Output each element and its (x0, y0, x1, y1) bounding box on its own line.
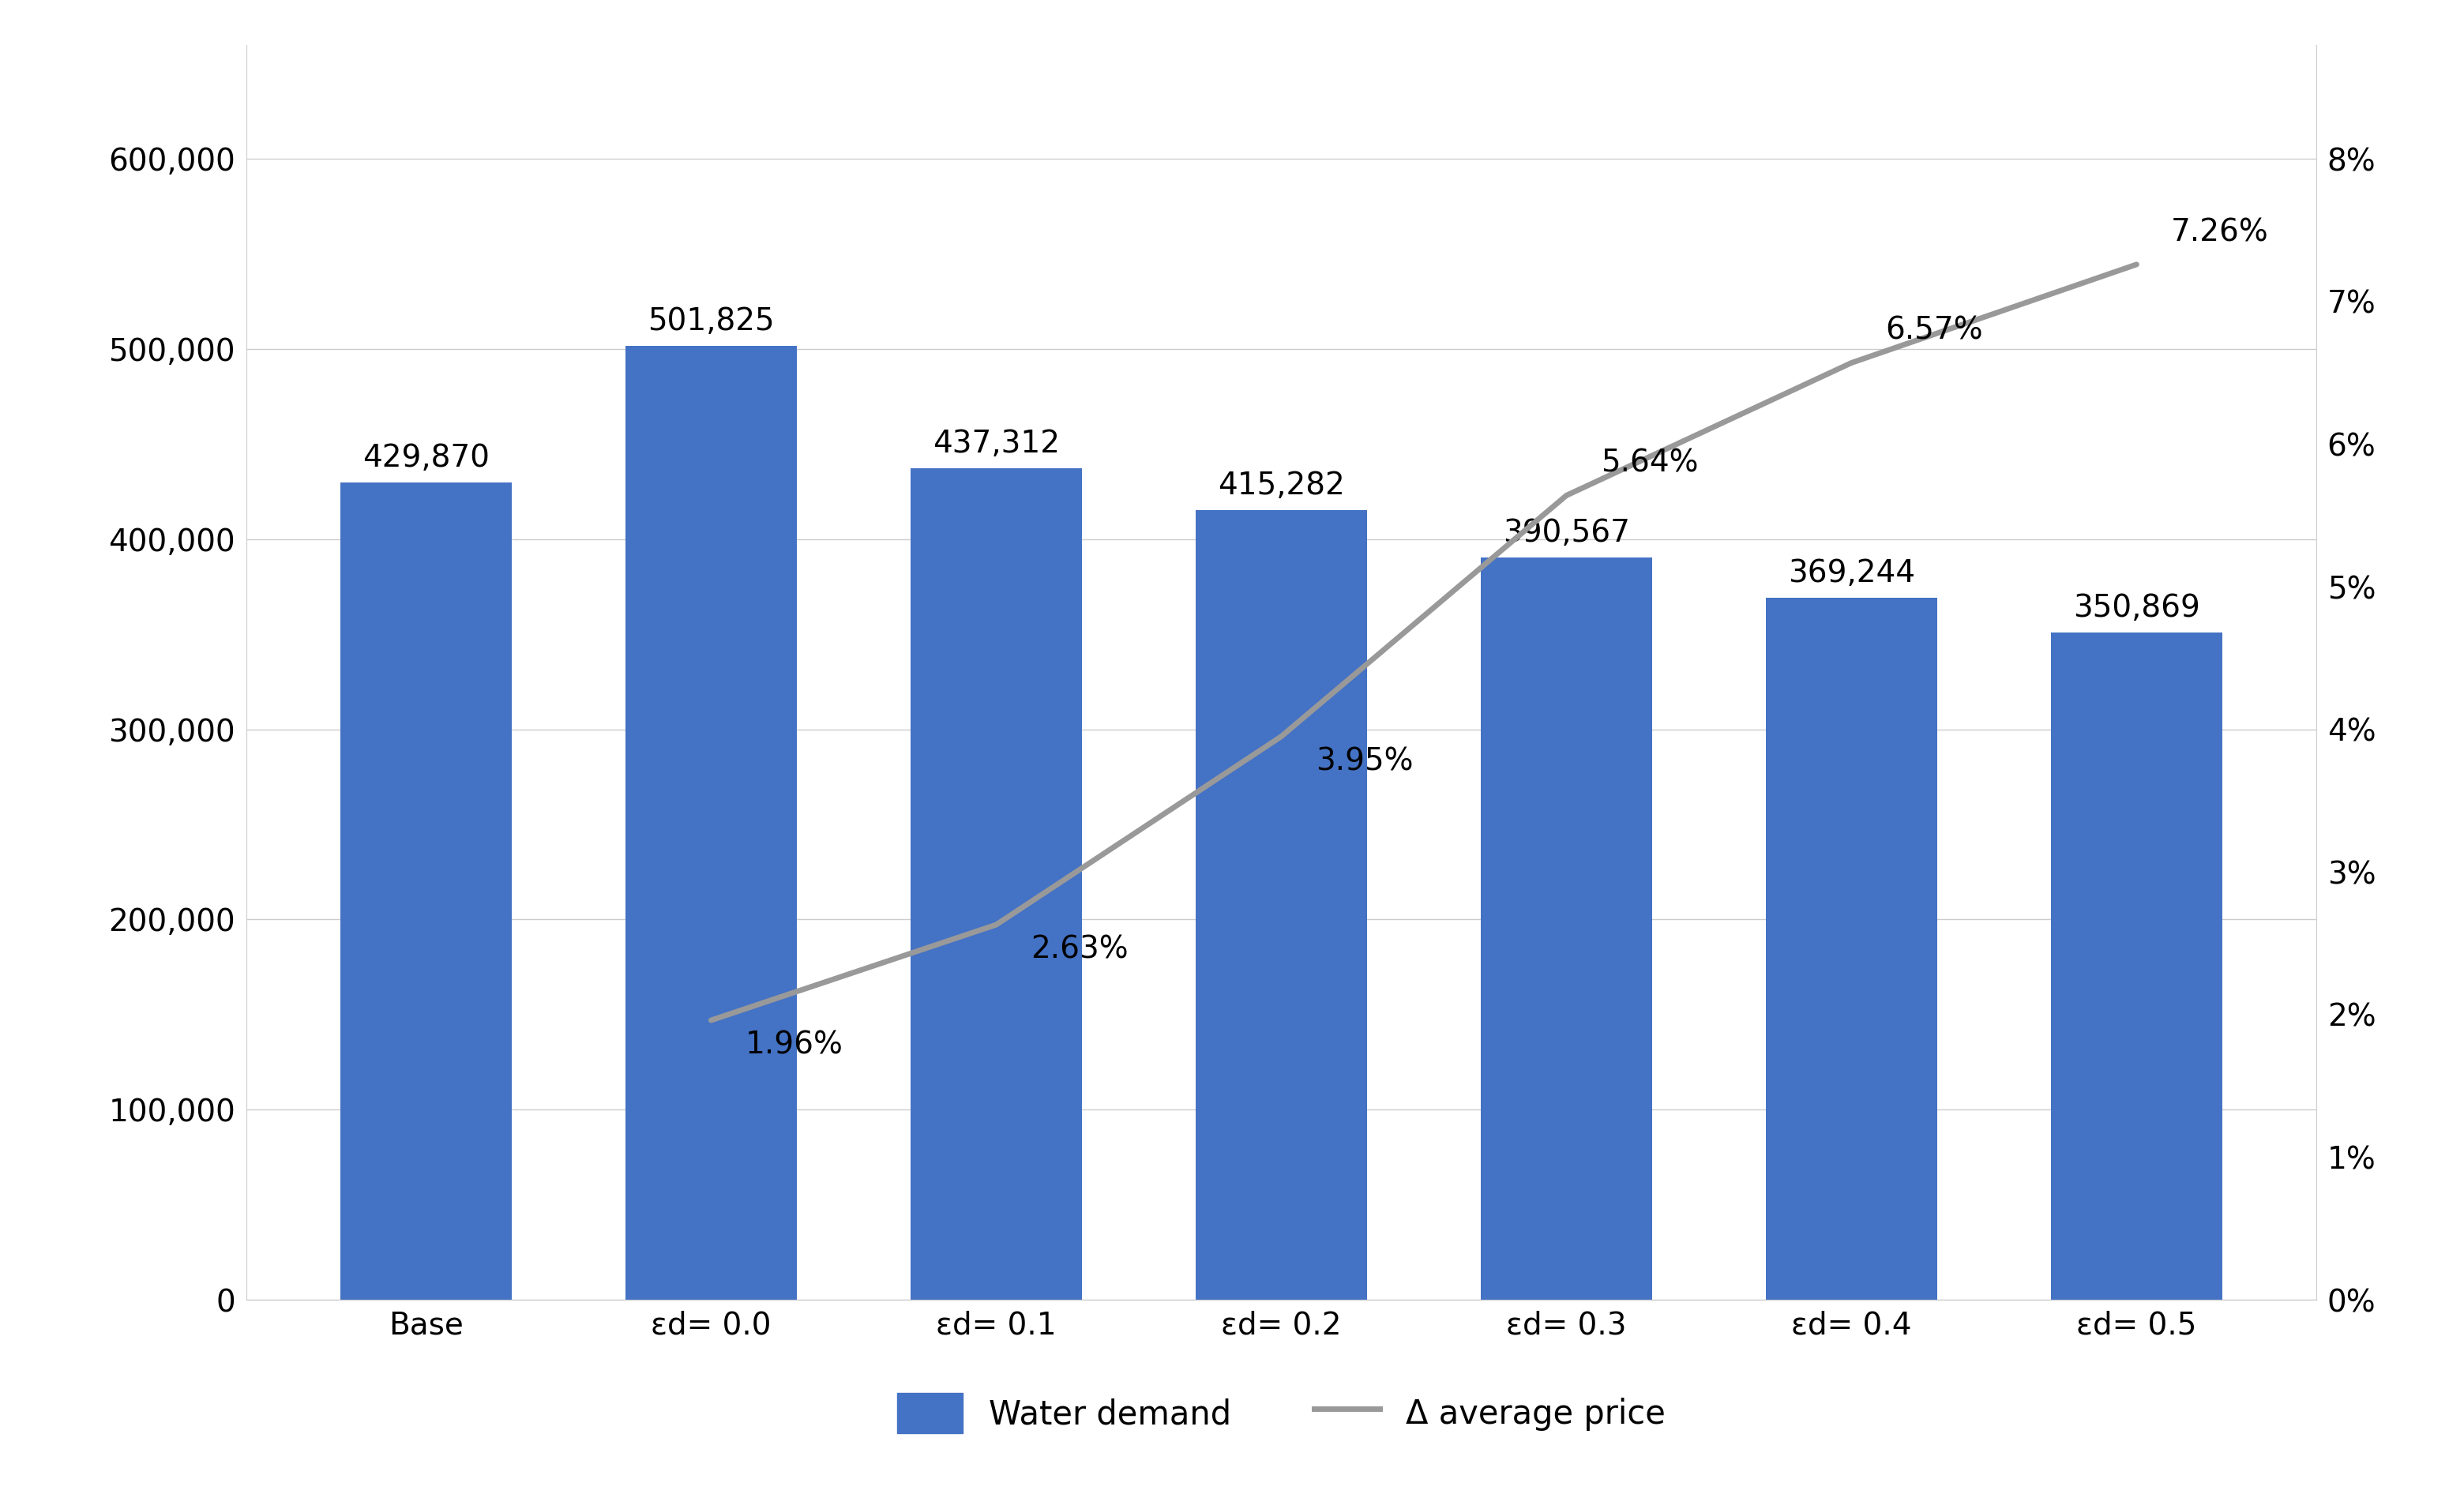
Bar (626, 345, 796, 1300)
Text: 2.63%: 2.63% (1030, 935, 1129, 965)
Bar (912, 468, 1082, 1300)
Text: 390,567: 390,567 (1503, 517, 1631, 548)
Text: 429,870: 429,870 (362, 442, 490, 474)
Text: 6.57%: 6.57% (1885, 315, 1984, 345)
Text: 7.26%: 7.26% (2171, 217, 2269, 248)
Bar (1767, 598, 1937, 1300)
Bar (1481, 557, 1651, 1300)
Text: 415,282: 415,282 (1217, 471, 1345, 500)
Bar (2050, 632, 2223, 1300)
Legend: Water demand, Δ average price: Water demand, Δ average price (885, 1380, 1678, 1446)
Text: 3.95%: 3.95% (1316, 747, 1412, 777)
Text: 5.64%: 5.64% (1602, 448, 1698, 478)
Text: 501,825: 501,825 (648, 306, 774, 336)
Bar (340, 483, 513, 1300)
Text: 437,312: 437,312 (931, 429, 1060, 459)
Text: 369,244: 369,244 (1789, 559, 1915, 589)
Text: 350,869: 350,869 (2072, 593, 2200, 623)
Text: 1.96%: 1.96% (744, 1031, 843, 1061)
Bar (1195, 509, 1368, 1300)
